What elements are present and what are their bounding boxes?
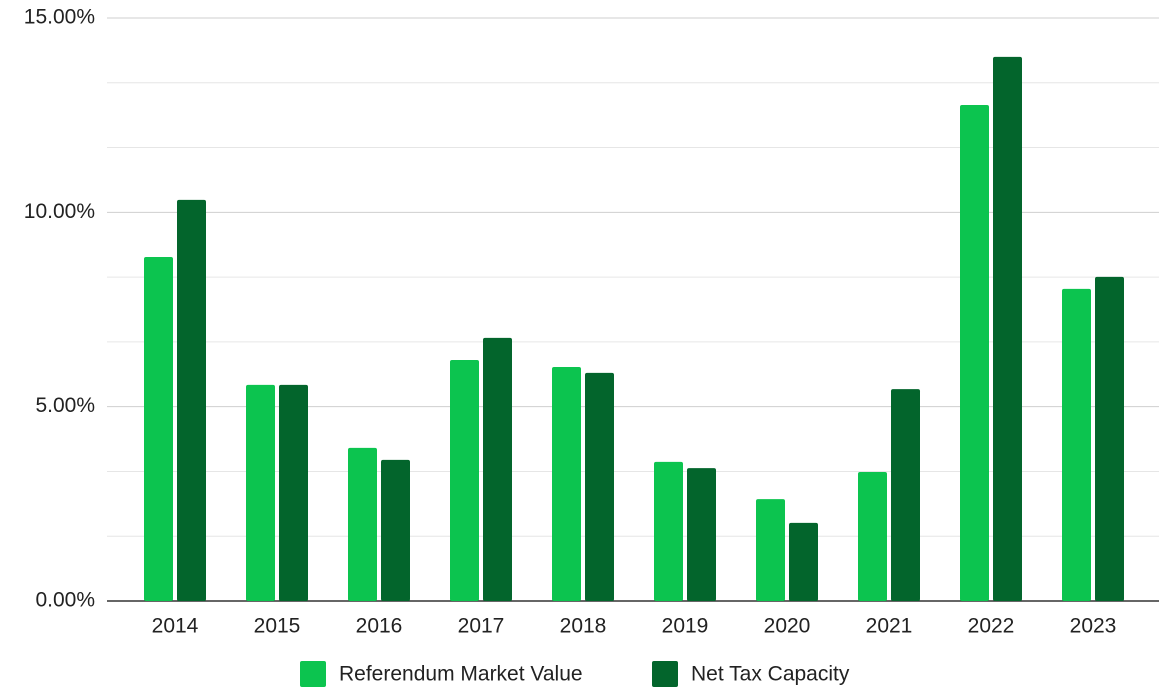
y-tick-label: 10.00% <box>24 200 95 223</box>
legend-swatch <box>300 661 326 687</box>
x-tick-label: 2021 <box>866 615 913 638</box>
x-tick-label: 2017 <box>458 615 505 638</box>
bar <box>177 199 206 601</box>
bar <box>1062 288 1091 601</box>
x-tick-label: 2022 <box>968 615 1015 638</box>
bar <box>687 468 716 601</box>
bar <box>858 471 887 601</box>
bar <box>993 56 1022 602</box>
bar <box>246 384 275 601</box>
bar <box>483 337 512 601</box>
legend-swatch <box>652 661 678 687</box>
bar <box>960 105 989 601</box>
bar <box>891 389 920 601</box>
x-tick-label: 2020 <box>764 615 811 638</box>
bar <box>654 461 683 601</box>
y-tick-label: 0.00% <box>35 589 95 612</box>
x-tick-label: 2016 <box>356 615 403 638</box>
bar <box>1095 276 1124 601</box>
legend-label: Referendum Market Value <box>339 663 583 686</box>
x-tick-label: 2023 <box>1070 615 1117 638</box>
x-tick-label: 2019 <box>662 615 709 638</box>
x-tick-label: 2018 <box>560 615 607 638</box>
bar <box>552 367 581 601</box>
bar <box>585 372 614 601</box>
bar <box>381 459 410 601</box>
y-tick-label: 5.00% <box>35 394 95 417</box>
bar <box>450 360 479 601</box>
y-tick-label: 15.00% <box>24 6 95 29</box>
bar <box>348 447 377 601</box>
bar <box>756 499 785 601</box>
bar <box>789 522 818 601</box>
bar <box>144 257 173 601</box>
x-tick-label: 2014 <box>152 615 199 638</box>
x-tick-label: 2015 <box>254 615 301 638</box>
bar <box>279 384 308 601</box>
legend-label: Net Tax Capacity <box>691 663 850 686</box>
